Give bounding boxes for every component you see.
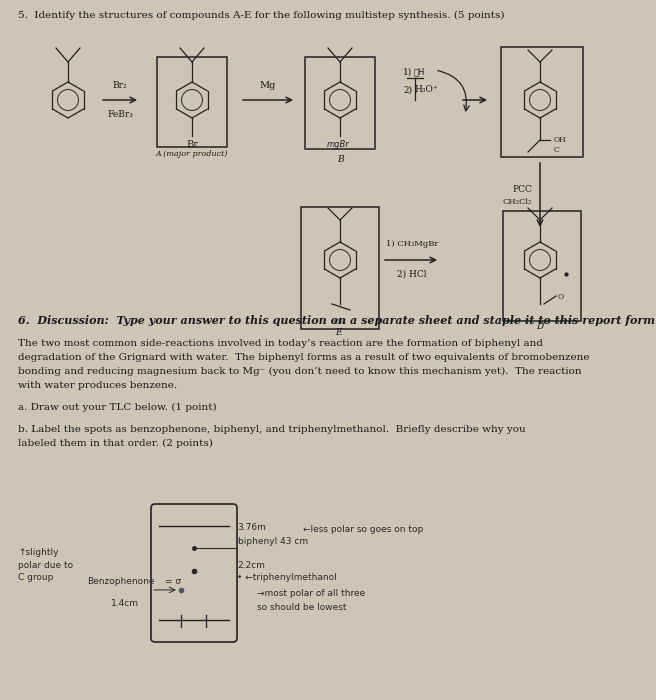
Text: 2.2cm: 2.2cm	[237, 561, 265, 570]
Text: = σ: = σ	[165, 578, 181, 587]
Text: 1) CH₃MgBr: 1) CH₃MgBr	[386, 240, 438, 248]
Text: labeled them in that order. (2 points): labeled them in that order. (2 points)	[18, 439, 213, 448]
Text: The two most common side-reactions involved in today’s reaction are the formatio: The two most common side-reactions invol…	[18, 339, 543, 348]
Text: C: C	[554, 146, 560, 154]
Text: Br₂: Br₂	[113, 81, 127, 90]
Text: Mg: Mg	[260, 81, 276, 90]
Text: 2): 2)	[403, 85, 412, 94]
Text: CH₂Cl₂: CH₂Cl₂	[502, 198, 532, 206]
Text: FeBr₃: FeBr₃	[107, 110, 133, 119]
Text: bonding and reducing magnesium back to Mg⁻ (you don’t need to know this mechanis: bonding and reducing magnesium back to M…	[18, 367, 582, 376]
Text: mgBr: mgBr	[327, 140, 350, 149]
Text: 1): 1)	[403, 67, 412, 76]
Text: • ←triphenylmethanol: • ←triphenylmethanol	[237, 573, 337, 582]
Text: H₃O⁺: H₃O⁺	[414, 85, 438, 94]
Text: OH: OH	[554, 136, 567, 144]
Text: 6.  Discussion:  Type your answer to this question on a separate sheet and stapl: 6. Discussion: Type your answer to this …	[18, 315, 656, 326]
Text: 3.76m: 3.76m	[237, 524, 266, 533]
Text: b. Label the spots as benzophenone, biphenyl, and triphenylmethanol.  Briefly de: b. Label the spots as benzophenone, biph…	[18, 425, 525, 434]
Text: A (major product): A (major product)	[155, 150, 228, 158]
Text: Br: Br	[186, 140, 198, 149]
Text: D: D	[537, 322, 544, 331]
Text: PCC: PCC	[512, 186, 532, 195]
Text: biphenyl 43 cm: biphenyl 43 cm	[238, 537, 308, 545]
Text: B: B	[337, 155, 343, 164]
Text: →most polar of all three: →most polar of all three	[257, 589, 365, 598]
Text: degradation of the Grignard with water.  The biphenyl forms as a result of two e: degradation of the Grignard with water. …	[18, 353, 590, 362]
Text: ↑slightly
polar due to
C group: ↑slightly polar due to C group	[18, 548, 73, 582]
Text: so should be lowest: so should be lowest	[257, 603, 346, 612]
Text: 1.4cm: 1.4cm	[111, 599, 139, 608]
Text: 5.  Identify the structures of compounds A-E for the following multistep synthes: 5. Identify the structures of compounds …	[18, 11, 504, 20]
Text: a. Draw out your TLC below. (1 point): a. Draw out your TLC below. (1 point)	[18, 403, 216, 412]
Text: OH: OH	[334, 318, 346, 326]
Text: E: E	[335, 328, 341, 337]
Text: ←less polar so goes on top: ←less polar so goes on top	[303, 525, 423, 534]
Text: 2) HCl: 2) HCl	[398, 270, 427, 279]
Text: ⌒H: ⌒H	[414, 67, 425, 76]
Text: with water produces benzene.: with water produces benzene.	[18, 381, 177, 390]
Text: O: O	[558, 293, 564, 301]
Text: Benzophenone: Benzophenone	[87, 578, 155, 587]
